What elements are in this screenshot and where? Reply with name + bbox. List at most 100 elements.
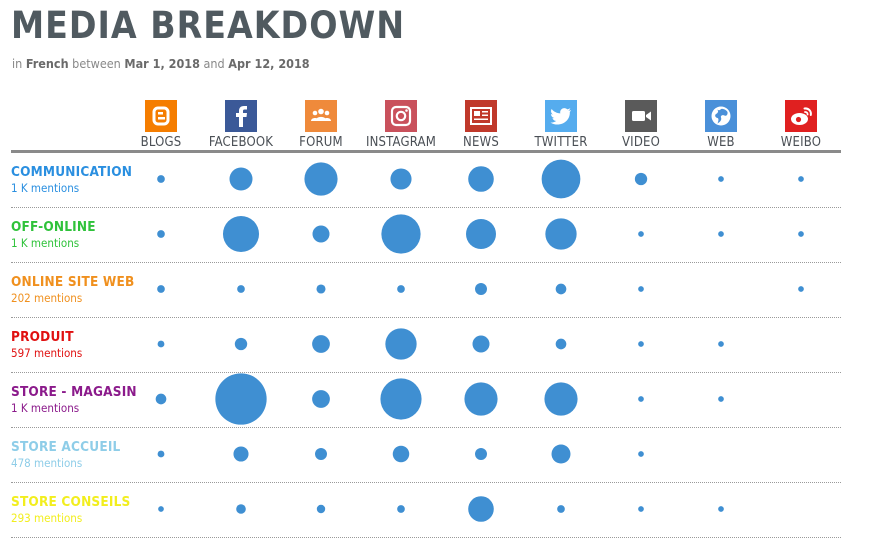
bubble-produit-news[interactable] — [472, 335, 490, 353]
bubble-off-online-blogs[interactable] — [157, 230, 165, 238]
bubble-store-magasin-forum[interactable] — [312, 390, 330, 408]
bubble-store-magasin-web[interactable] — [718, 396, 724, 402]
bubble-store-conseils-news[interactable] — [468, 496, 494, 522]
row-name: PRODUIT — [11, 329, 74, 345]
row-mentions: 202 mentions — [11, 291, 83, 305]
subtitle-and: and — [203, 56, 225, 71]
language-value: French — [25, 56, 69, 71]
bubble-off-online-weibo[interactable] — [798, 231, 804, 237]
date-range-subtitle: in French between Mar 1, 2018 and Apr 12… — [12, 56, 310, 71]
bubble-off-online-news[interactable] — [466, 219, 496, 249]
bubble-communication-blogs[interactable] — [157, 175, 165, 183]
bubble-store-magasin-twitter[interactable] — [544, 382, 578, 416]
column-header-weibo: WEIBO — [761, 100, 841, 150]
bubble-store-magasin-video[interactable] — [638, 396, 644, 402]
bubble-store-magasin-news[interactable] — [464, 382, 498, 416]
bubble-store-conseils-twitter[interactable] — [557, 505, 565, 513]
bubble-produit-forum[interactable] — [312, 335, 330, 353]
bubble-store-accueil-twitter[interactable] — [551, 444, 571, 464]
bubble-online-site-web-forum[interactable] — [316, 284, 326, 294]
bubble-online-site-web-blogs[interactable] — [157, 285, 165, 293]
bubble-store-conseils-blogs[interactable] — [158, 506, 164, 512]
column-label: BLOGS — [140, 135, 182, 150]
instagram-icon — [385, 100, 417, 132]
bubble-produit-web[interactable] — [718, 341, 724, 347]
row-label-online-site-web: ONLINE SITE WEB 202 mentions — [11, 274, 134, 305]
bubble-off-online-video[interactable] — [638, 231, 644, 237]
column-label: VIDEO — [621, 135, 661, 150]
bubble-online-site-web-instagram[interactable] — [397, 285, 405, 293]
bubble-online-site-web-twitter[interactable] — [555, 283, 567, 295]
bubble-store-conseils-video[interactable] — [638, 506, 644, 512]
column-label: INSTAGRAM — [365, 135, 437, 150]
bubble-store-accueil-video[interactable] — [638, 451, 644, 457]
row-name: ONLINE SITE WEB — [11, 274, 135, 290]
column-label: TWITTER — [534, 135, 588, 150]
row-mentions: 1 K mentions — [11, 181, 80, 195]
bubble-produit-instagram[interactable] — [385, 328, 417, 360]
column-header-web: WEB — [681, 100, 761, 150]
column-header-forum: FORUM — [281, 100, 361, 150]
bubble-communication-news[interactable] — [468, 166, 494, 192]
bubble-communication-weibo[interactable] — [798, 176, 804, 182]
subtitle-between: between — [72, 56, 121, 71]
header-divider — [11, 150, 841, 153]
bubble-store-accueil-blogs[interactable] — [157, 450, 165, 458]
row-name: STORE ACCUEIL — [11, 439, 121, 455]
bubble-online-site-web-news[interactable] — [475, 283, 487, 295]
column-header-news: NEWS — [441, 100, 521, 150]
bubble-produit-twitter[interactable] — [555, 338, 567, 350]
row-label-produit: PRODUIT 597 mentions — [11, 329, 82, 360]
bubble-communication-video[interactable] — [634, 172, 648, 186]
bubble-produit-facebook[interactable] — [234, 337, 248, 351]
bubble-off-online-forum[interactable] — [312, 225, 330, 243]
row-name: STORE CONSEILS — [11, 494, 131, 510]
bubble-produit-video[interactable] — [638, 341, 644, 347]
bubble-store-magasin-facebook[interactable] — [215, 373, 267, 425]
column-header-facebook: FACEBOOK — [201, 100, 281, 150]
news-icon — [465, 100, 497, 132]
bubble-store-accueil-instagram[interactable] — [392, 445, 410, 463]
bubble-produit-blogs[interactable] — [157, 340, 165, 348]
row-divider — [11, 427, 841, 428]
end-date: Apr 12, 2018 — [228, 56, 310, 71]
bubble-store-conseils-instagram[interactable] — [397, 505, 405, 513]
row-mentions: 1 K mentions — [11, 236, 80, 250]
bubble-store-conseils-web[interactable] — [718, 506, 724, 512]
forum-icon — [305, 100, 337, 132]
bubble-communication-forum[interactable] — [304, 162, 338, 196]
bubble-communication-web[interactable] — [718, 176, 724, 182]
start-date: Mar 1, 2018 — [124, 56, 200, 71]
row-divider — [11, 317, 841, 318]
bubble-online-site-web-facebook[interactable] — [237, 285, 245, 293]
row-mentions: 293 mentions — [11, 511, 83, 525]
row-divider — [11, 262, 841, 263]
column-header-instagram: INSTAGRAM — [361, 100, 441, 150]
bubble-off-online-twitter[interactable] — [545, 218, 577, 250]
facebook-icon — [225, 100, 257, 132]
column-label: FACEBOOK — [208, 135, 274, 150]
bubble-communication-instagram[interactable] — [390, 168, 412, 190]
bubble-store-accueil-forum[interactable] — [315, 448, 327, 460]
row-mentions: 597 mentions — [11, 346, 83, 360]
bubble-store-accueil-news[interactable] — [475, 448, 487, 460]
twitter-icon — [545, 100, 577, 132]
bubble-online-site-web-weibo[interactable] — [798, 286, 804, 292]
bubble-store-accueil-facebook[interactable] — [233, 446, 249, 462]
globe-icon — [705, 100, 737, 132]
page-title: MEDIA BREAKDOWN — [11, 4, 406, 47]
video-icon — [625, 100, 657, 132]
bubble-communication-twitter[interactable] — [541, 159, 581, 199]
bubble-store-magasin-blogs[interactable] — [155, 393, 167, 405]
bubble-off-online-instagram[interactable] — [381, 214, 421, 254]
bubble-online-site-web-video[interactable] — [638, 286, 644, 292]
bubble-store-magasin-instagram[interactable] — [380, 378, 422, 420]
bubble-off-online-facebook[interactable] — [222, 215, 260, 253]
bubble-off-online-web[interactable] — [718, 231, 724, 237]
bubble-store-conseils-forum[interactable] — [316, 504, 326, 514]
bubble-communication-facebook[interactable] — [229, 167, 253, 191]
row-divider — [11, 207, 841, 208]
bubble-store-conseils-facebook[interactable] — [236, 504, 246, 514]
column-header-video: VIDEO — [601, 100, 681, 150]
